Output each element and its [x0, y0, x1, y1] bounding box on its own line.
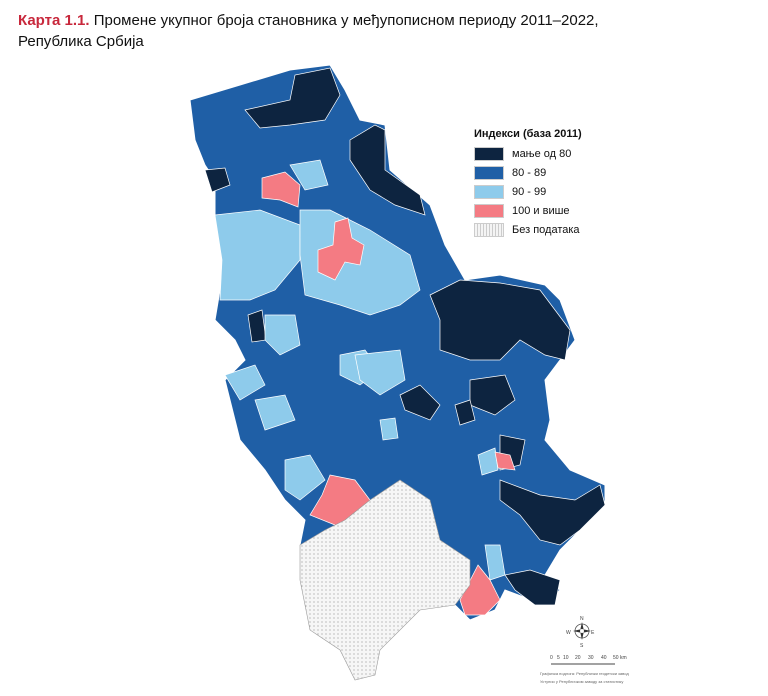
scale-bar: 0 5 10 20 30 40 50 km	[550, 655, 627, 665]
dark-regions	[204, 67, 606, 606]
region-southeast-2	[499, 479, 606, 546]
region-west-light-2	[224, 364, 266, 401]
map-title-text: Промене укупног броја становника у међуп…	[93, 12, 599, 29]
credits-line: Уступио у Републичком заводу за статисти…	[540, 679, 624, 684]
map-credits: Графичка подлога: Републички геодетски з…	[540, 670, 629, 686]
map-title-line2: Република Србија	[18, 33, 144, 50]
legend-swatch	[474, 203, 504, 218]
region-vranje	[459, 564, 501, 616]
region-southwest-light	[284, 454, 326, 501]
compass-s: S	[580, 643, 584, 649]
scale-tick: 50 km	[613, 655, 627, 661]
legend-item: Без података	[474, 220, 582, 239]
legend-swatch	[474, 146, 504, 161]
region-east	[429, 279, 571, 361]
compass-n: N	[580, 616, 584, 622]
region-srem	[214, 209, 301, 301]
scale-tick: 10	[563, 655, 569, 661]
legend-label: Без података	[512, 223, 580, 236]
legend-item: 90 - 99	[474, 182, 582, 201]
legend-label: 100 и више	[512, 204, 570, 217]
legend-title: Индекси (база 2011)	[474, 128, 582, 140]
region-east-central	[399, 384, 441, 421]
region-northeast	[349, 124, 426, 216]
legend-item: мање од 80	[474, 144, 582, 163]
compass-w: W	[566, 630, 571, 636]
region-nis-light	[477, 447, 499, 476]
legend-swatch	[474, 222, 504, 237]
legend-label: мање од 80	[512, 147, 572, 160]
scale-tick: 30	[588, 655, 594, 661]
legend-label: 90 - 99	[512, 185, 547, 198]
scale-tick: 40	[601, 655, 607, 661]
region-north	[244, 67, 341, 129]
compass-rose: N S E W	[566, 616, 595, 649]
compass-e: E	[591, 630, 595, 636]
region-novi-sad	[261, 171, 301, 208]
legend-item: 100 и више	[474, 201, 582, 220]
region-belgrade	[317, 217, 365, 281]
legend-swatch	[474, 184, 504, 199]
credits-line: Графичка подлога: Републички геодетски з…	[540, 671, 629, 676]
region-nis	[494, 451, 516, 471]
region-west-north	[204, 167, 231, 193]
region-novi-sad-north	[289, 159, 329, 191]
region-west-light	[264, 314, 301, 356]
region-south-light	[484, 544, 506, 581]
region-south-east	[504, 569, 561, 606]
region-no-data-kosovo	[299, 479, 471, 681]
scale-tick: 0	[550, 655, 553, 661]
map-legend: Индекси (база 2011) мање од 80 80 - 89 9…	[474, 128, 582, 239]
scale-tick: 5	[557, 655, 560, 661]
legend-item: 80 - 89	[474, 163, 582, 182]
map-number: Карта 1.1.	[18, 12, 90, 29]
map-title: Карта 1.1. Промене укупног броја становн…	[18, 10, 718, 52]
region-kraljevo	[354, 349, 406, 396]
region-central	[454, 399, 476, 426]
legend-swatch	[474, 165, 504, 180]
legend-label: 80 - 89	[512, 166, 547, 179]
scale-tick: 20	[575, 655, 581, 661]
region-west-light-3	[254, 394, 296, 431]
region-central-light-2	[379, 417, 399, 441]
